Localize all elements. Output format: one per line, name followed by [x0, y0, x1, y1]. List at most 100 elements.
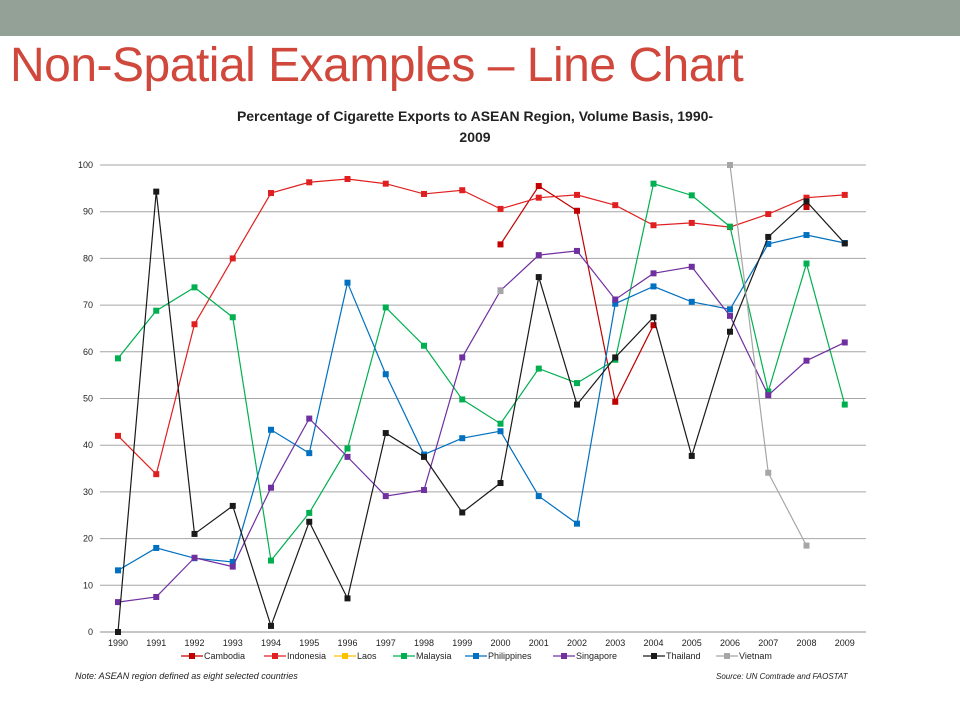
x-tick-label: 1995 [299, 638, 319, 648]
y-tick-label: 20 [83, 534, 93, 544]
gridlines [100, 164, 866, 633]
data-point [765, 469, 772, 476]
y-tick-label: 90 [83, 207, 93, 217]
data-point [115, 355, 121, 362]
data-point [229, 502, 236, 509]
data-point [612, 398, 619, 405]
x-tick-label: 1991 [146, 638, 166, 648]
data-point [574, 520, 580, 527]
series-philippines [115, 232, 848, 574]
data-point [153, 188, 160, 195]
data-point [803, 260, 810, 267]
data-point [382, 180, 389, 187]
data-point [727, 223, 733, 230]
x-tick-label: 2003 [605, 638, 625, 648]
legend-label: Thailand [666, 651, 701, 661]
data-point [803, 232, 810, 239]
x-tick-label: 1998 [414, 638, 434, 648]
legend-item: Singapore [553, 651, 617, 661]
data-point [344, 595, 351, 602]
legend-item: Philippines [465, 651, 532, 661]
legend-item: Indonesia [264, 651, 326, 661]
data-point [765, 240, 772, 247]
data-point [803, 357, 810, 364]
data-point [765, 392, 772, 399]
chart-title-line: Percentage of Cigarette Exports to ASEAN… [237, 108, 713, 124]
data-point [459, 435, 466, 442]
data-point [153, 593, 160, 600]
data-point [344, 176, 351, 183]
data-point [727, 328, 733, 335]
chart-source: Source: UN Comtrade and FAOSTAT [716, 672, 848, 681]
data-point [803, 194, 810, 201]
legend-marker [272, 653, 278, 659]
data-point [421, 453, 427, 460]
x-tick-label: 1997 [376, 638, 396, 648]
data-point [268, 484, 274, 491]
series-thailand [115, 188, 848, 635]
data-point [306, 415, 313, 422]
x-tick-label: 2005 [682, 638, 702, 648]
data-point [688, 298, 695, 305]
data-point [497, 480, 504, 487]
data-point [497, 288, 504, 295]
data-point [153, 307, 160, 314]
data-point [268, 426, 274, 433]
data-point [574, 401, 580, 408]
legend-label: Vietnam [739, 651, 772, 661]
legend-item: Vietnam [716, 651, 772, 661]
data-point [688, 263, 695, 270]
x-tick-label: 1999 [452, 638, 472, 648]
y-tick-label: 40 [83, 440, 93, 450]
chart-note: Note: ASEAN region defined as eight sele… [75, 671, 298, 681]
data-point [268, 190, 274, 197]
data-point [612, 202, 619, 209]
data-point [382, 493, 389, 500]
data-point [535, 252, 542, 259]
y-tick-label: 0 [88, 627, 93, 637]
legend-label: Singapore [576, 651, 617, 661]
x-tick-label: 1992 [184, 638, 204, 648]
data-point [421, 487, 427, 494]
x-tick-label: 2001 [529, 638, 549, 648]
series-group [115, 162, 848, 635]
legend-marker [724, 653, 730, 659]
data-point [344, 445, 351, 452]
series-line [499, 185, 655, 404]
data-point [574, 207, 580, 214]
series-vietnam [497, 162, 810, 549]
data-point [535, 493, 542, 500]
x-tick-label: 2004 [643, 638, 663, 648]
legend-item: Thailand [643, 651, 701, 661]
data-point [841, 191, 848, 198]
data-point [229, 255, 236, 262]
data-point [497, 428, 504, 435]
data-point [191, 284, 198, 291]
x-tick-label: 1990 [108, 638, 128, 648]
y-tick-label: 30 [83, 487, 93, 497]
data-point [688, 192, 695, 199]
data-point [535, 194, 542, 201]
y-tick-label: 70 [83, 300, 93, 310]
legend-marker [473, 653, 479, 659]
data-point [650, 270, 657, 277]
data-point [191, 530, 198, 537]
data-point [574, 380, 580, 387]
data-point [497, 241, 504, 248]
x-tick-label: 2002 [567, 638, 587, 648]
series-line [117, 178, 845, 476]
data-point [421, 342, 427, 349]
x-tick-label: 1996 [337, 638, 357, 648]
data-point [459, 509, 466, 516]
data-point [497, 420, 504, 427]
legend-label: Philippines [488, 651, 532, 661]
slide-title: Non-Spatial Examples – Line Chart [10, 39, 744, 92]
data-point [650, 314, 657, 321]
chart-title: Percentage of Cigarette Exports to ASEAN… [237, 108, 713, 145]
data-point [268, 557, 274, 564]
series-line [117, 250, 846, 603]
data-point [727, 306, 733, 313]
series-line [117, 182, 846, 562]
data-point [306, 450, 313, 457]
